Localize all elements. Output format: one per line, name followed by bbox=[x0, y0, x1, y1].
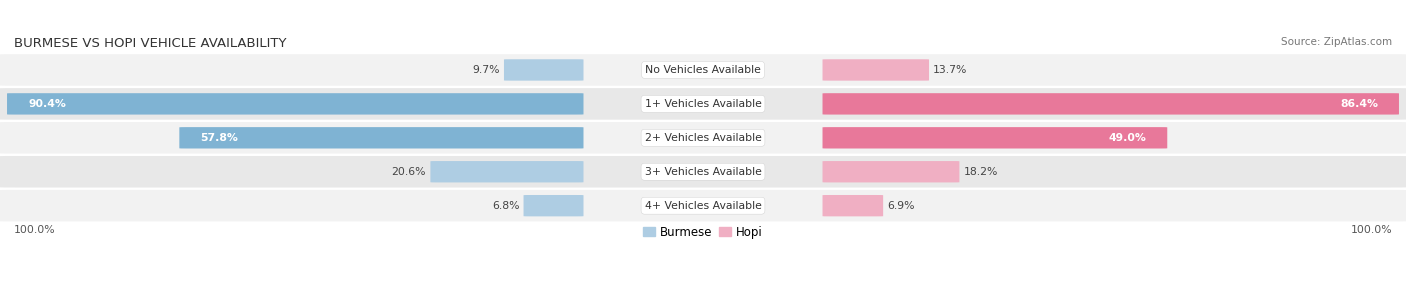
Text: No Vehicles Available: No Vehicles Available bbox=[645, 65, 761, 75]
Legend: Burmese, Hopi: Burmese, Hopi bbox=[644, 226, 762, 239]
Text: 100.0%: 100.0% bbox=[14, 225, 56, 235]
FancyBboxPatch shape bbox=[180, 127, 583, 148]
Text: 2+ Vehicles Available: 2+ Vehicles Available bbox=[644, 133, 762, 143]
FancyBboxPatch shape bbox=[823, 59, 929, 81]
FancyBboxPatch shape bbox=[523, 195, 583, 217]
FancyBboxPatch shape bbox=[0, 190, 1406, 221]
Text: 86.4%: 86.4% bbox=[1340, 99, 1378, 109]
FancyBboxPatch shape bbox=[823, 161, 959, 182]
Text: 3+ Vehicles Available: 3+ Vehicles Available bbox=[644, 167, 762, 177]
FancyBboxPatch shape bbox=[823, 127, 1167, 148]
Text: 13.7%: 13.7% bbox=[934, 65, 967, 75]
FancyBboxPatch shape bbox=[7, 93, 583, 115]
Text: 90.4%: 90.4% bbox=[28, 99, 66, 109]
Text: 57.8%: 57.8% bbox=[201, 133, 238, 143]
FancyBboxPatch shape bbox=[430, 161, 583, 182]
FancyBboxPatch shape bbox=[0, 156, 1406, 188]
FancyBboxPatch shape bbox=[823, 195, 883, 217]
Text: 18.2%: 18.2% bbox=[963, 167, 998, 177]
Text: 6.9%: 6.9% bbox=[887, 201, 915, 211]
Text: 1+ Vehicles Available: 1+ Vehicles Available bbox=[644, 99, 762, 109]
Text: 100.0%: 100.0% bbox=[1350, 225, 1392, 235]
FancyBboxPatch shape bbox=[823, 93, 1399, 115]
FancyBboxPatch shape bbox=[503, 59, 583, 81]
FancyBboxPatch shape bbox=[0, 88, 1406, 120]
Text: BURMESE VS HOPI VEHICLE AVAILABILITY: BURMESE VS HOPI VEHICLE AVAILABILITY bbox=[14, 37, 287, 50]
FancyBboxPatch shape bbox=[0, 122, 1406, 154]
Text: 20.6%: 20.6% bbox=[392, 167, 426, 177]
Text: 49.0%: 49.0% bbox=[1108, 133, 1146, 143]
Text: 9.7%: 9.7% bbox=[472, 65, 499, 75]
Text: 6.8%: 6.8% bbox=[492, 201, 519, 211]
Text: 4+ Vehicles Available: 4+ Vehicles Available bbox=[644, 201, 762, 211]
FancyBboxPatch shape bbox=[0, 54, 1406, 86]
Text: Source: ZipAtlas.com: Source: ZipAtlas.com bbox=[1281, 37, 1392, 47]
